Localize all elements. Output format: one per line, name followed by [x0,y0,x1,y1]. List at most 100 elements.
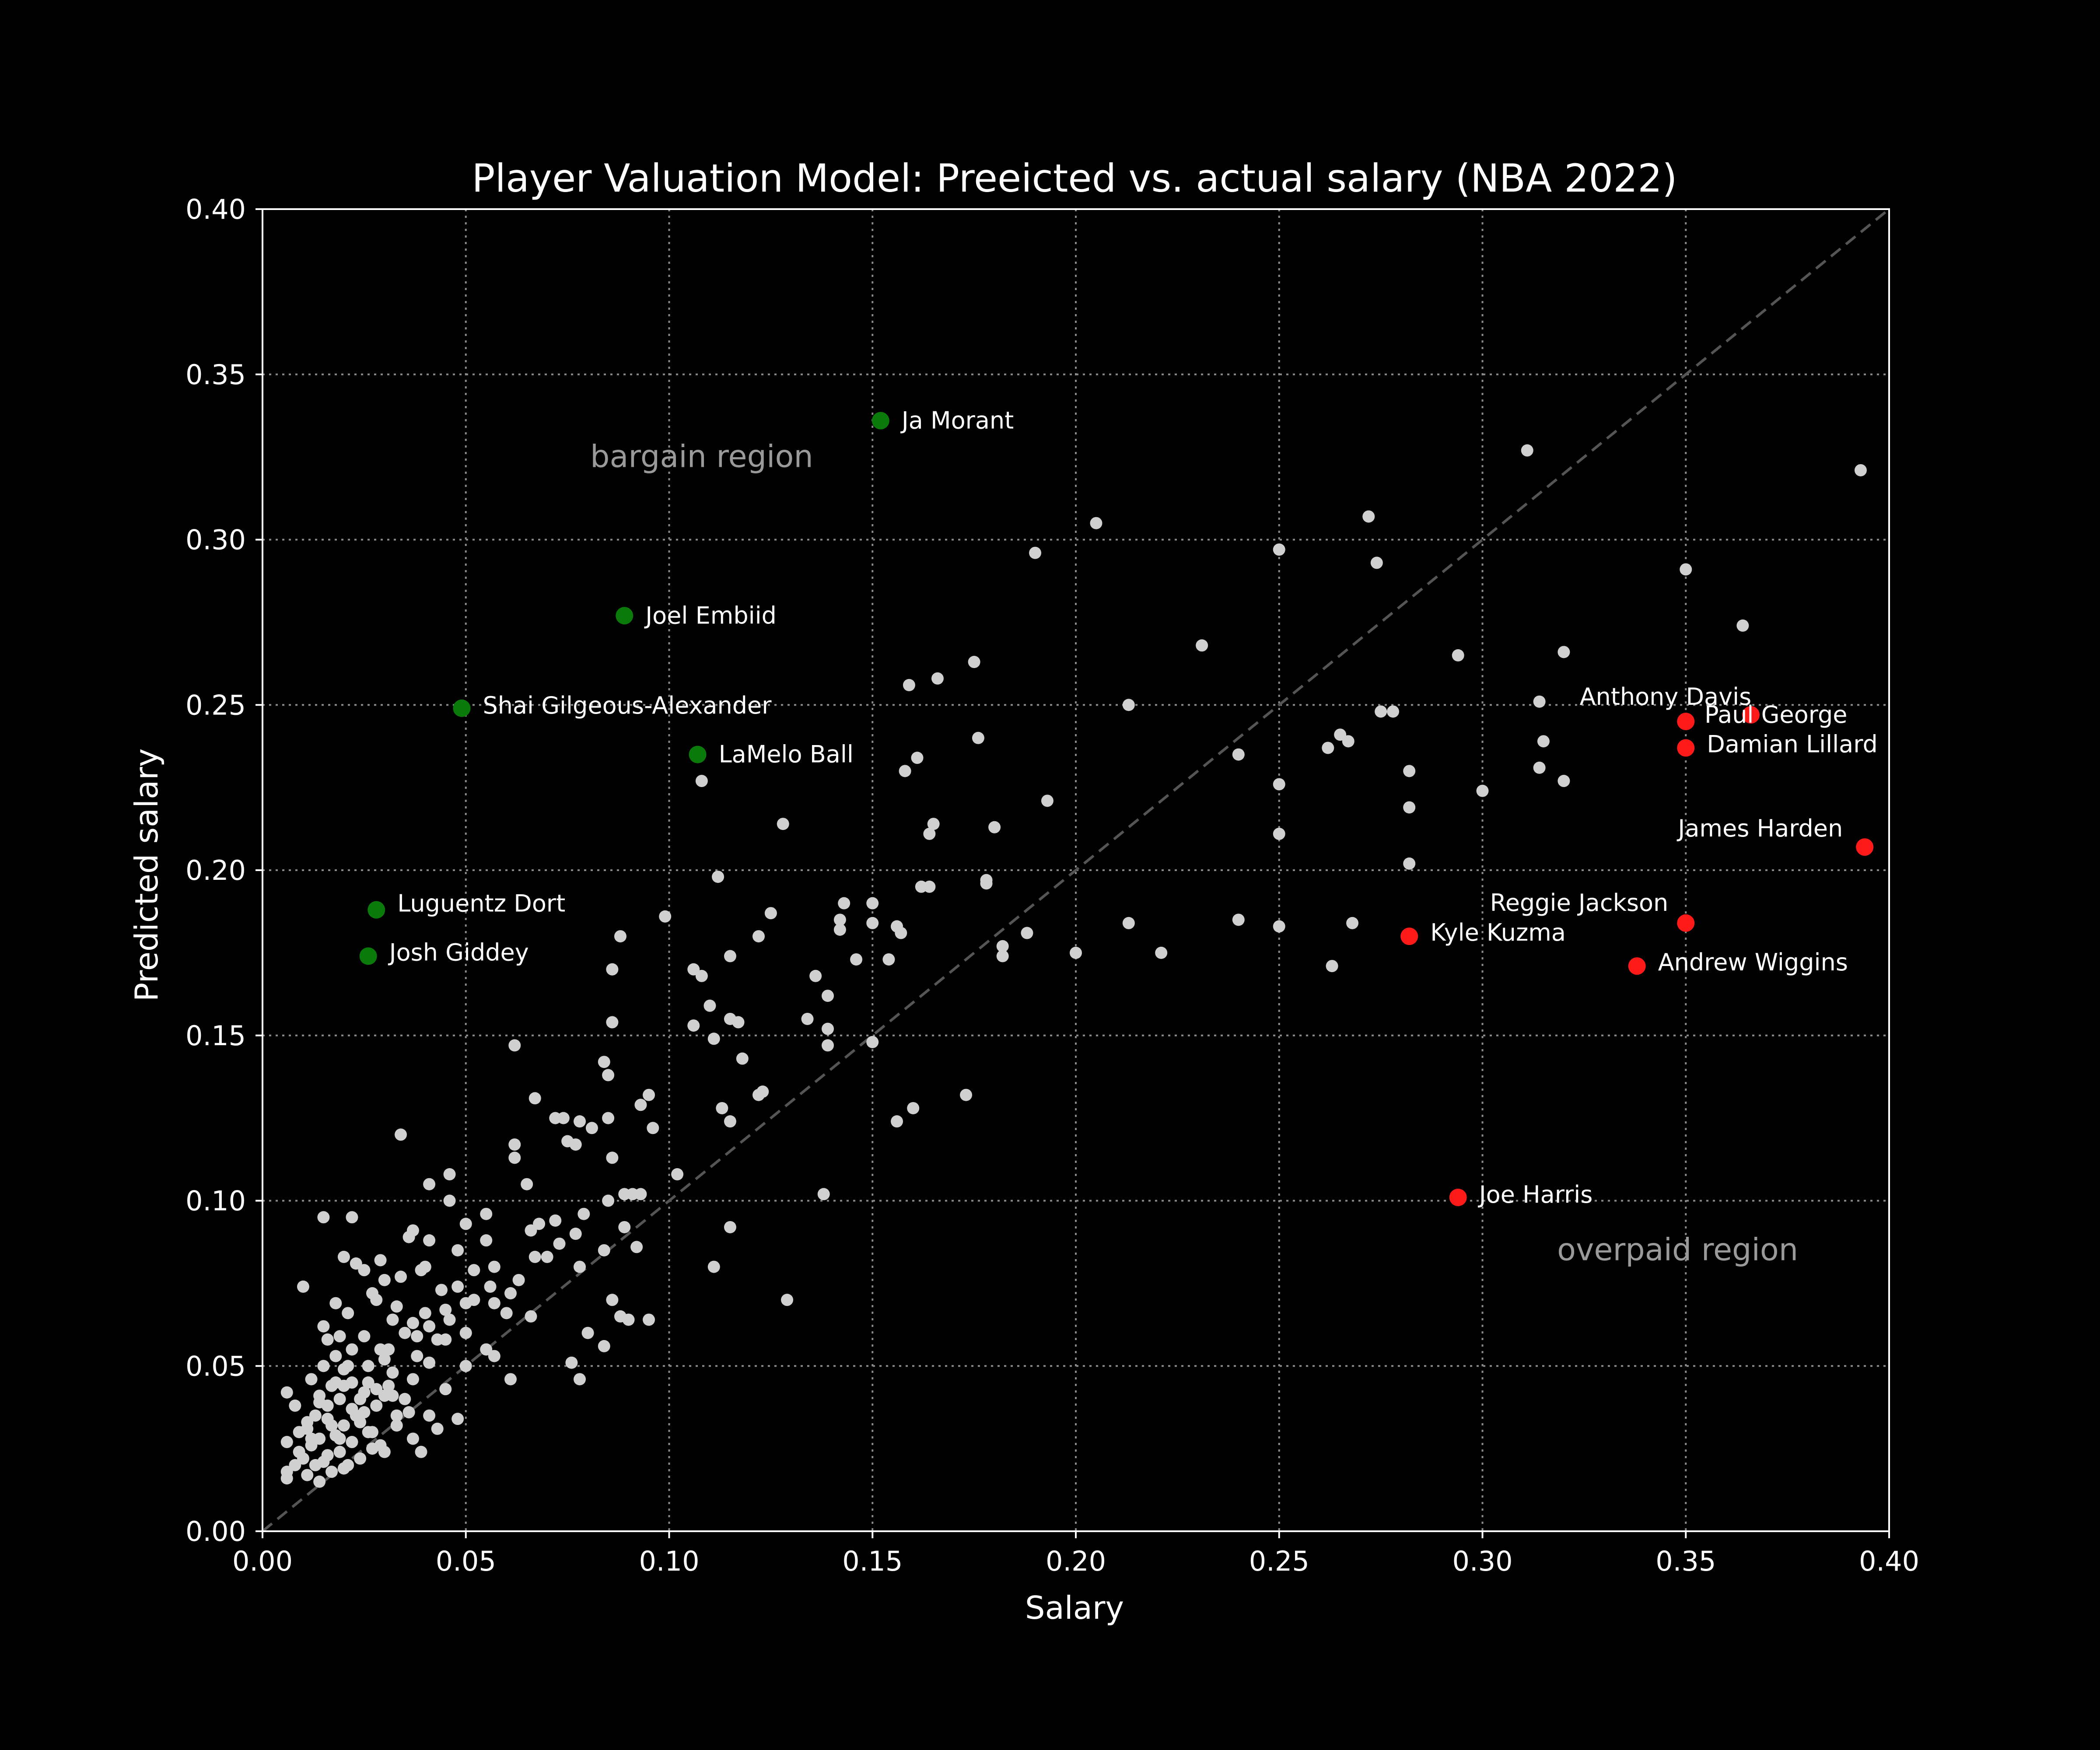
data-point-other [578,1208,590,1220]
data-point-other [452,1413,464,1425]
data-point-other [1533,761,1546,774]
data-point-other [822,1039,834,1052]
data-point-other [1273,543,1285,556]
data-point-other [541,1250,553,1263]
point-label: LaMelo Ball [719,741,854,768]
data-point-other [923,827,936,840]
data-point-other [1122,699,1135,711]
data-point-other [370,1383,383,1396]
data-point-other [309,1409,322,1422]
grid-layer [262,209,1889,1531]
data-point-other [988,821,1001,833]
data-point-other [606,1152,619,1164]
data-point-other [618,1221,631,1233]
y-tick-label: 0.25 [186,689,246,721]
data-point-other [882,953,895,966]
data-point-other [342,1459,354,1471]
data-point-other [817,1188,830,1200]
data-point-other [317,1320,330,1333]
data-point-other [724,1115,736,1128]
data-point-other [634,1099,647,1111]
data-point-other [1070,946,1082,959]
x-tick-label: 0.30 [1452,1545,1512,1577]
point-label: Anthony Davis [1580,683,1752,710]
data-point-other [574,1260,586,1273]
data-point-other [317,1211,330,1224]
data-point-other [781,1294,794,1306]
data-point-other [337,1250,350,1263]
data-point-other [598,1340,610,1352]
data-point-other [346,1403,358,1415]
data-point-other [1273,920,1285,933]
data-point-other [305,1373,318,1386]
data-point-other [500,1307,513,1320]
data-point-other [602,1069,615,1082]
data-point-overpaid [1856,838,1874,856]
data-point-other [354,1416,367,1428]
data-point-bargain [872,412,889,430]
data-point-other [459,1360,472,1372]
data-point-other [443,1194,456,1207]
data-point-other [533,1218,546,1230]
data-point-other [370,1399,383,1412]
data-point-other [415,1446,427,1458]
region-label: overpaid region [1557,1232,1798,1267]
data-point-other [362,1360,374,1372]
data-point-other [293,1446,305,1458]
data-point-other [439,1303,452,1316]
data-point-other [452,1244,464,1256]
data-point-other [406,1373,419,1386]
data-point-other [317,1360,330,1372]
data-point-other [1558,646,1570,658]
data-point-other [866,897,879,910]
data-point-other [598,1056,610,1068]
data-point-other [1322,742,1334,754]
data-point-other [643,1313,655,1326]
data-point-other [326,1419,338,1432]
data-point-other [423,1356,436,1369]
data-point-other [508,1152,521,1164]
data-point-other [585,1122,598,1134]
data-point-other [358,1330,371,1343]
data-point-other [431,1422,444,1435]
data-point-other [346,1211,358,1224]
data-point-other [488,1350,500,1362]
y-tick-label: 0.35 [186,359,246,391]
data-point-other [752,930,765,943]
data-point-other [402,1406,415,1419]
data-point-other [838,897,850,910]
data-point-other [333,1446,346,1458]
data-point-other [687,963,700,976]
data-point-other [1342,735,1354,748]
data-point-bargain [368,901,385,919]
data-point-other [504,1373,517,1386]
data-point-other [468,1264,480,1277]
data-point-other [764,907,777,920]
data-point-other [313,1390,326,1402]
y-tick-label: 0.30 [186,524,246,556]
data-point-other [521,1178,533,1190]
data-point-other [342,1360,354,1372]
data-point-other [996,950,1009,962]
data-point-other [634,1188,647,1200]
data-point-other [528,1092,541,1105]
data-point-other [459,1297,472,1309]
data-point-other [777,818,789,830]
data-point-other [423,1320,436,1333]
data-point-other [602,1194,615,1207]
point-label: Luguentz Dort [397,890,565,917]
data-point-other [399,1393,411,1405]
data-point-other [317,1456,330,1468]
data-point-other [382,1379,395,1392]
data-point-other [443,1168,456,1181]
data-point-other [907,1102,920,1114]
data-point-other [1375,705,1387,718]
region-label: bargain region [590,438,813,474]
data-point-other [602,1112,615,1124]
data-point-other [833,914,846,926]
data-point-other [659,910,672,923]
data-point-overpaid [1677,914,1695,932]
data-point-other [366,1442,378,1455]
data-point-other [574,1115,586,1128]
data-point-other [342,1307,354,1320]
